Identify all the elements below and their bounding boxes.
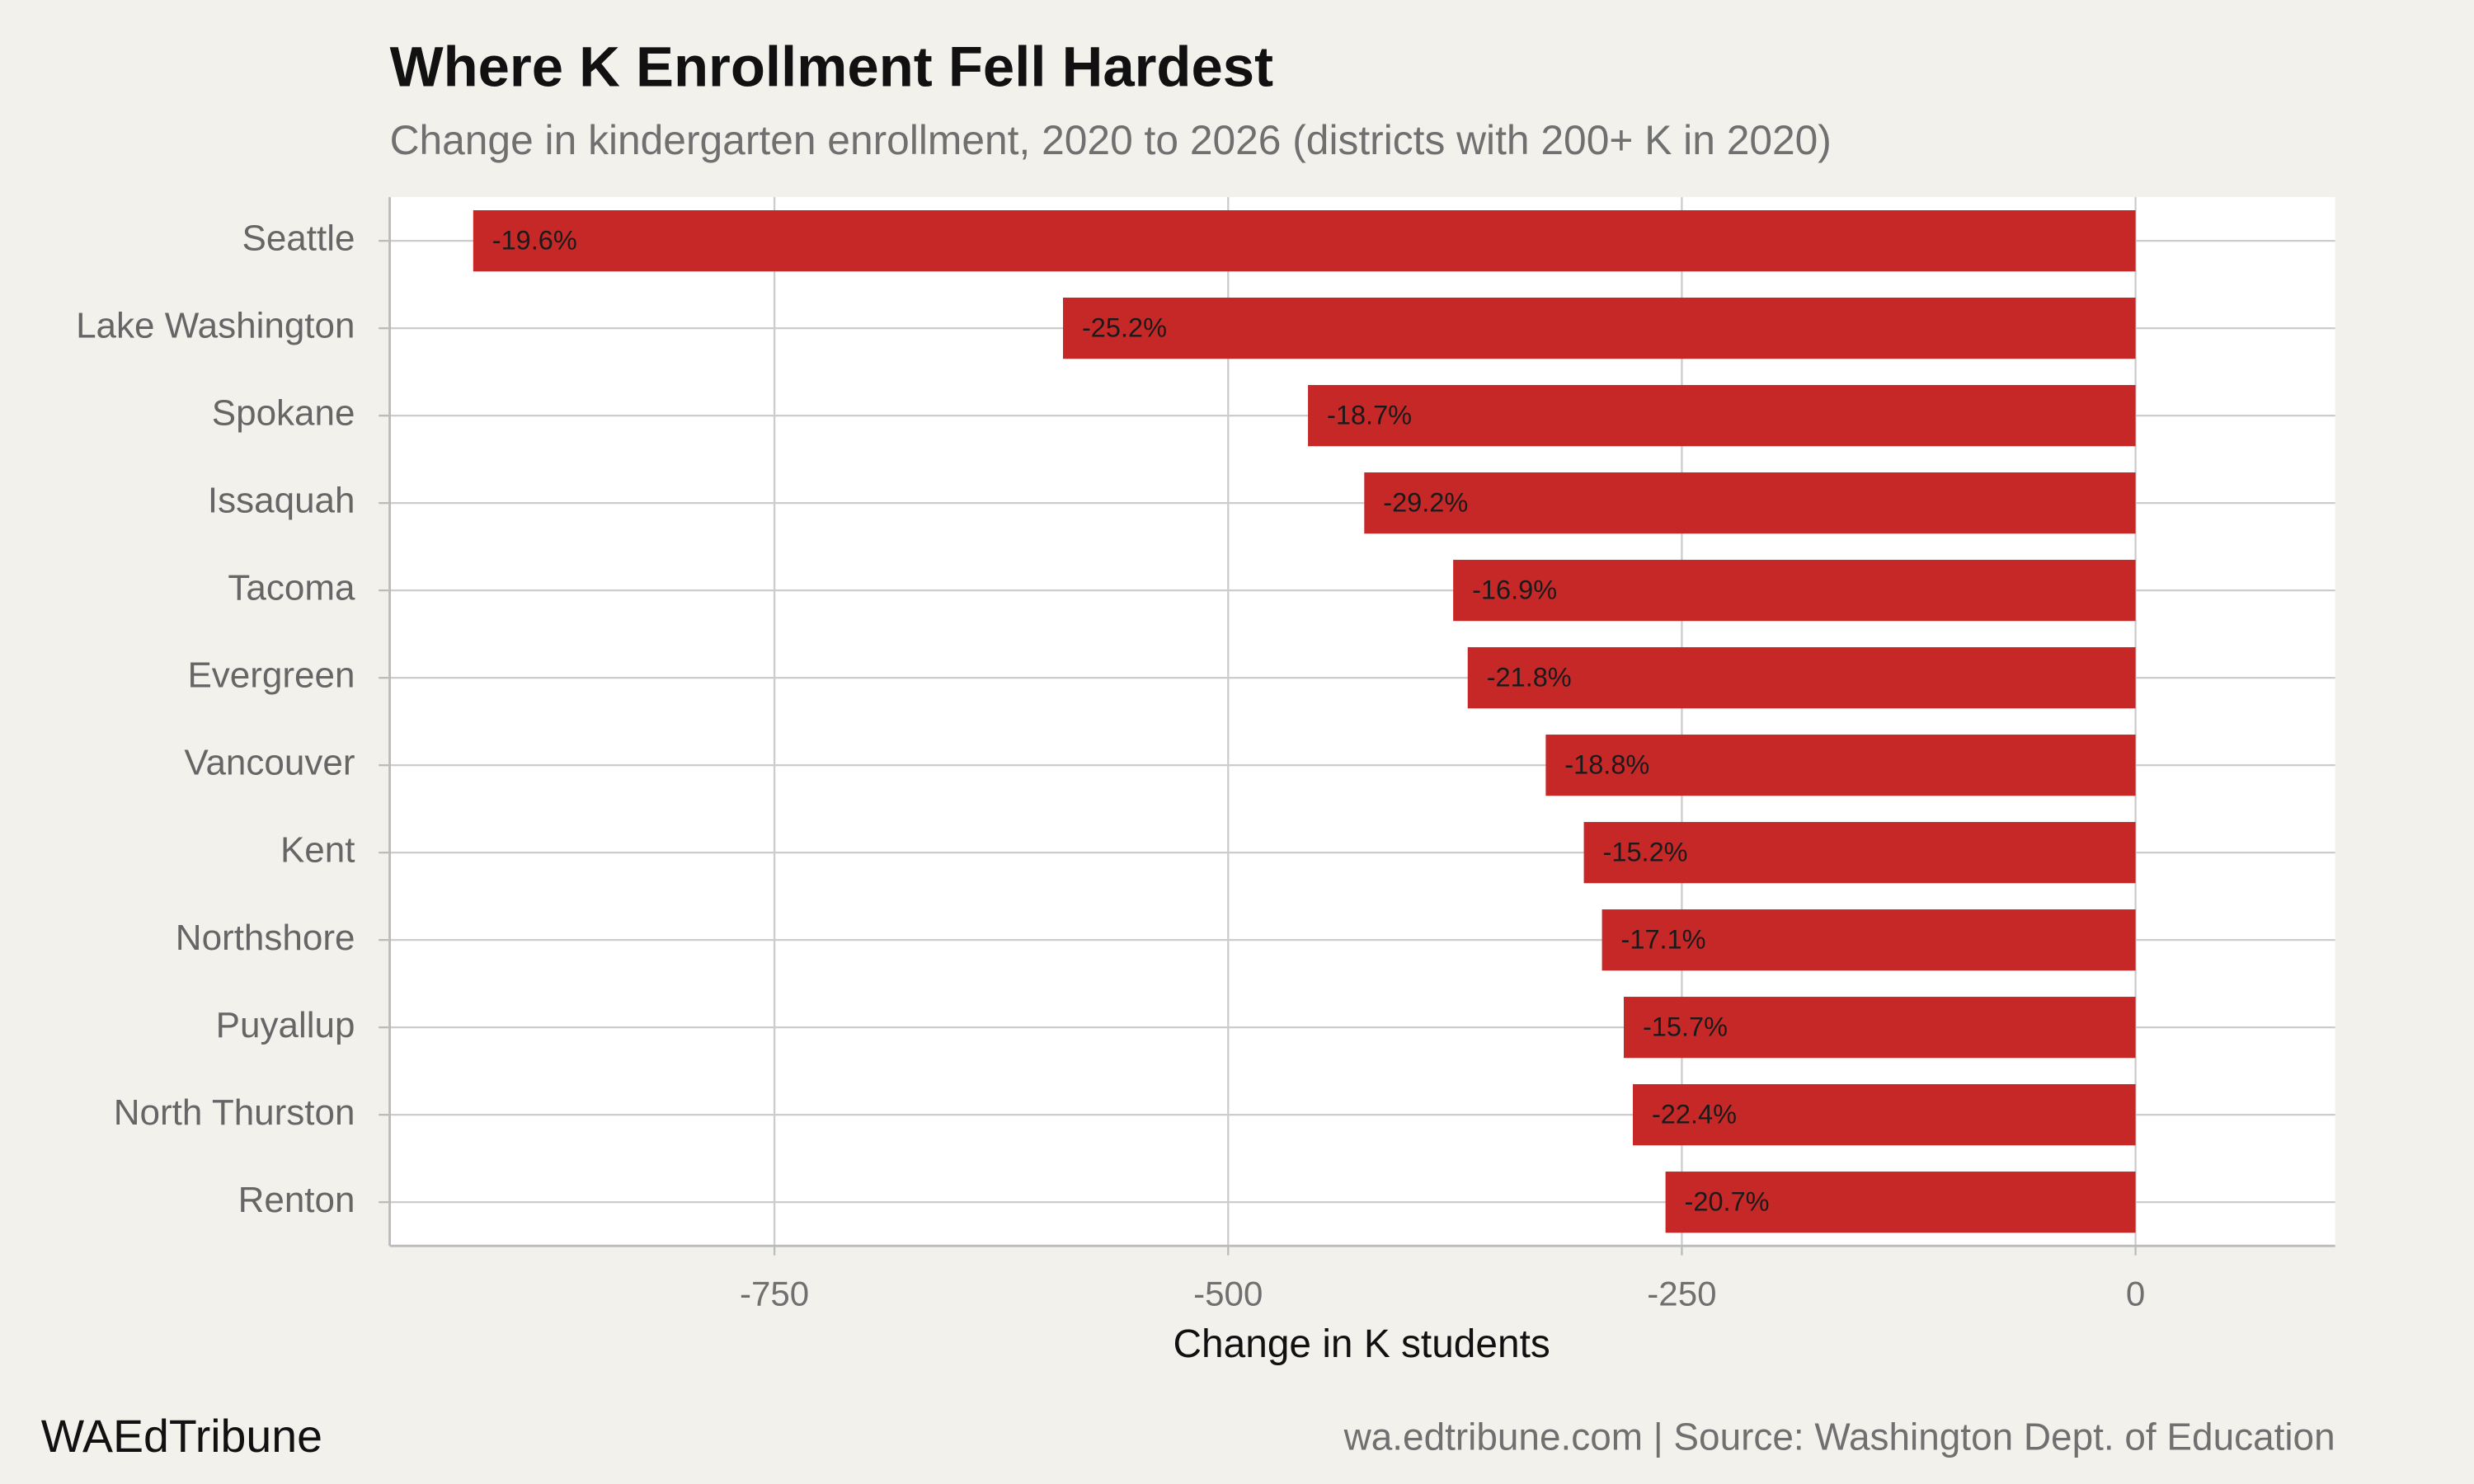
y-tick-label: Northshore (176, 918, 355, 958)
chart-subtitle: Change in kindergarten enrollment, 2020 … (390, 117, 1832, 163)
source-note: wa.edtribune.com | Source: Washington De… (1343, 1416, 2335, 1458)
y-tick-label: Kent (280, 830, 355, 871)
x-axis-title: Change in K students (1174, 1322, 1550, 1366)
y-tick-label: Spokane (212, 393, 355, 434)
bar-label: -25.2% (1082, 313, 1167, 343)
y-tick-label: Seattle (242, 218, 355, 259)
y-tick-label: Lake Washington (76, 306, 355, 346)
bar (1308, 385, 2136, 447)
bar (1623, 997, 2136, 1059)
x-tick-label: 0 (2126, 1274, 2145, 1313)
x-tick-label: -500 (1193, 1274, 1263, 1313)
bar-label: -15.7% (1643, 1012, 1728, 1042)
x-tick-label: -750 (740, 1274, 809, 1313)
bar (1665, 1172, 2136, 1233)
bar (473, 210, 2136, 272)
y-tick-label: Vancouver (184, 743, 355, 783)
y-tick-label: Renton (238, 1180, 355, 1220)
bar (1063, 298, 2136, 359)
bar (1545, 735, 2136, 796)
plot-panel (389, 197, 2335, 1247)
y-tick-label: Tacoma (228, 568, 355, 608)
bar-label: -17.1% (1621, 925, 1706, 955)
y-tick-label: North Thurston (114, 1092, 355, 1133)
bar (1632, 1084, 2136, 1146)
brand: WAEdTribune (41, 1411, 322, 1462)
bar-label: -21.8% (1487, 663, 1572, 693)
bar-label: -29.2% (1383, 488, 1468, 518)
bar (1467, 647, 2136, 709)
y-tick-label: Evergreen (187, 655, 355, 696)
bar-label: -18.8% (1564, 750, 1649, 780)
y-tick-label: Issaquah (208, 481, 355, 521)
chart-title: Where K Enrollment Fell Hardest (390, 35, 1274, 98)
bar (1583, 822, 2136, 884)
x-tick-label: -250 (1647, 1274, 1716, 1313)
bar (1602, 909, 2136, 971)
bar-label: -22.4% (1652, 1100, 1737, 1129)
y-tick-label: Puyallup (216, 1005, 355, 1045)
bar-label: -15.2% (1603, 838, 1688, 867)
bar (1364, 472, 2136, 534)
bar-label: -18.7% (1327, 401, 1412, 430)
bar-label: -20.7% (1685, 1187, 1770, 1217)
bar-label: -19.6% (492, 226, 577, 256)
bar (1453, 560, 2136, 622)
bar-label: -16.9% (1472, 575, 1557, 605)
